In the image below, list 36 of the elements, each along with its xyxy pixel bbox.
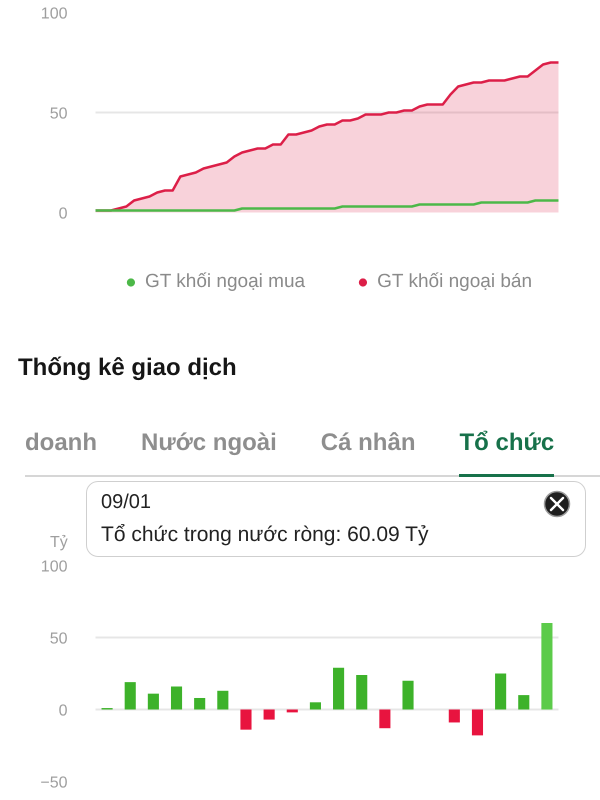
y-tick-label: 50 — [50, 106, 68, 122]
bar — [495, 674, 506, 710]
text: 09/01 — [101, 490, 152, 515]
bar — [356, 674, 368, 710]
bar — [264, 710, 275, 720]
text: Tổ chức trong nước ròng: 60.09 Tỷ — [101, 522, 428, 548]
bar — [333, 668, 344, 710]
bar — [194, 698, 206, 710]
bar — [124, 682, 136, 710]
y-tick-label: 50 — [50, 630, 68, 648]
y-tick-label: −50 — [40, 774, 68, 792]
category-label: Cá nhân — [320, 428, 416, 458]
bar — [240, 710, 252, 730]
y-axis-title: Tỷ — [50, 533, 68, 554]
bar — [448, 710, 460, 722]
category-label: doanh — [25, 428, 97, 458]
bar — [518, 695, 530, 710]
bar — [402, 680, 414, 710]
bar — [379, 710, 390, 728]
line-series — [96, 199, 558, 212]
y-tick-label: 100 — [40, 558, 68, 576]
bar — [217, 690, 228, 710]
legend-label: GT khối ngoại mua — [144, 271, 306, 293]
legend-label: GT khối ngoại bán — [377, 271, 532, 293]
bar — [310, 702, 321, 710]
category-label: Nước ngoài — [141, 428, 277, 458]
y-tick-label: 0 — [58, 206, 68, 222]
bar — [170, 686, 182, 710]
bar — [472, 710, 484, 736]
category-label: Tổ chức — [459, 426, 554, 478]
y-tick-label: 0 — [58, 702, 68, 720]
bar — [541, 622, 552, 710]
y-tick-label: 100 — [40, 6, 68, 22]
bar — [148, 694, 159, 710]
text: Thống kê giao dịch — [18, 353, 237, 383]
bar — [286, 710, 298, 712]
